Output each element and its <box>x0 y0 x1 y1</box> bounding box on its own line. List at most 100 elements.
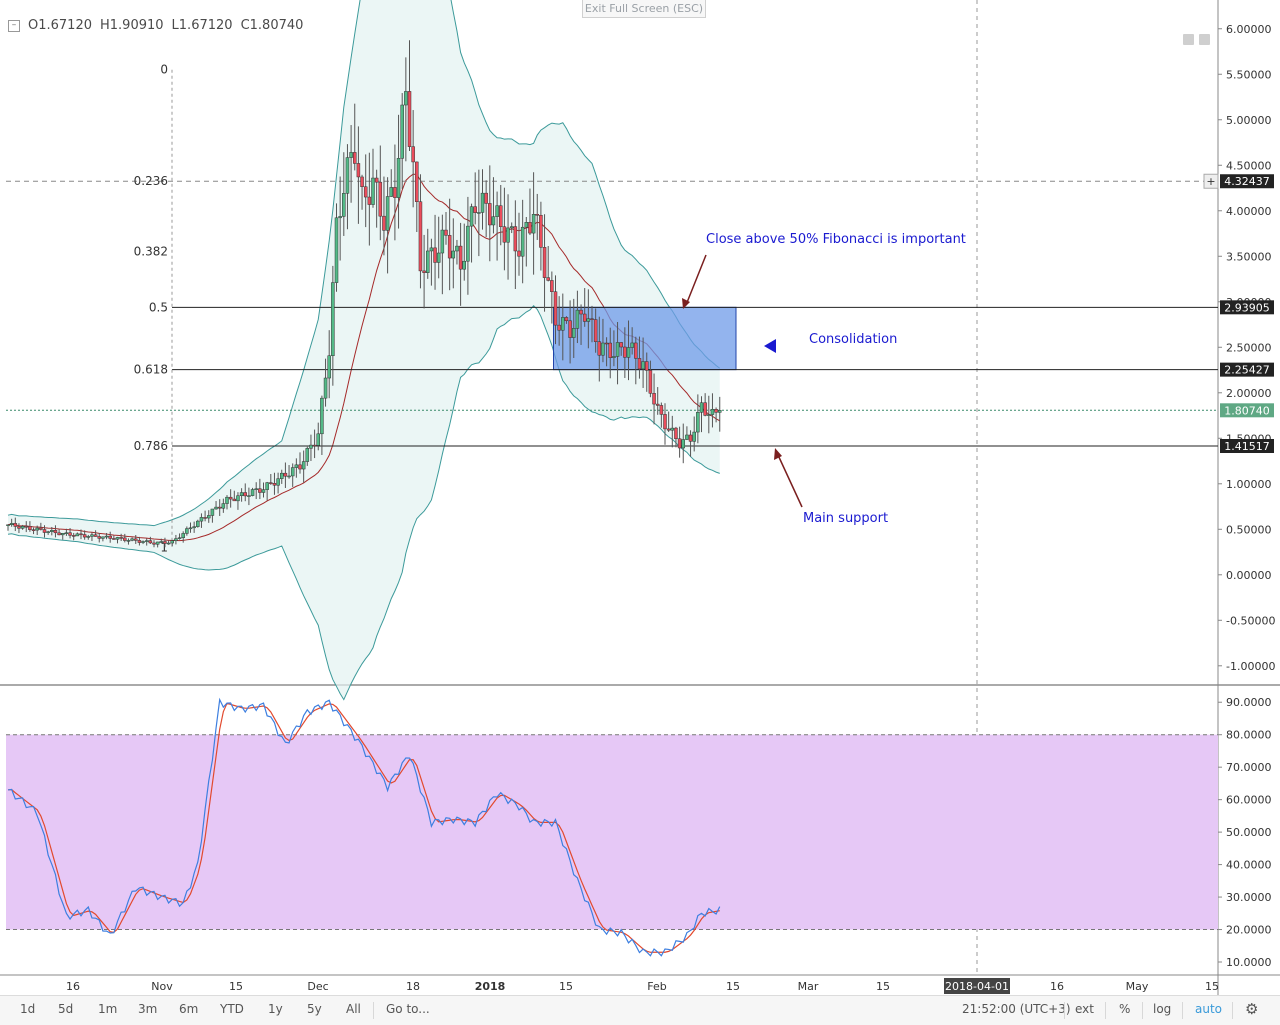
candle-body <box>323 377 328 399</box>
candle-body <box>217 506 222 509</box>
auto-toggle[interactable]: auto <box>1195 1002 1223 1016</box>
candle-body <box>641 361 645 370</box>
stochastic-d-line <box>7 702 720 953</box>
candle-body <box>101 536 105 539</box>
range-1y-button[interactable]: 1y <box>268 1002 283 1016</box>
candle-body <box>652 393 656 405</box>
candle-body <box>276 478 280 486</box>
price-tick-label: 0.50000 <box>1226 523 1272 536</box>
range-5y-button[interactable]: 5y <box>307 1002 322 1016</box>
price-tick-label: 3.50000 <box>1226 250 1272 263</box>
candle-body <box>309 444 313 449</box>
candle-body <box>389 187 393 197</box>
candle-body <box>258 488 262 493</box>
candle-body <box>385 196 390 231</box>
candle-body <box>31 529 36 531</box>
gear-icon[interactable]: ⚙ <box>1245 1000 1259 1018</box>
candle-body <box>331 282 335 356</box>
candle-body <box>491 216 496 226</box>
candle-body <box>349 152 353 158</box>
fib-label: 0.5 <box>149 300 168 314</box>
candle-body <box>345 157 350 194</box>
range-6m-button[interactable]: 6m <box>179 1002 199 1016</box>
candle-body <box>520 226 525 257</box>
exit-fullscreen-button[interactable]: Exit Full Screen (ESC) <box>582 0 706 18</box>
candle-body <box>338 216 342 219</box>
candle-body <box>9 523 14 525</box>
stochastic-tick-label: 20.0000 <box>1226 924 1272 937</box>
time-tick-label: 15 <box>726 980 740 993</box>
log-toggle[interactable]: log <box>1153 1002 1172 1016</box>
time-tick-label: Nov <box>151 980 173 993</box>
time-tick-label: 16 <box>1050 980 1064 993</box>
candle-body <box>411 146 415 163</box>
price-tick-label: 4.00000 <box>1226 205 1272 218</box>
candle-body <box>707 414 711 416</box>
candle-body <box>17 526 21 529</box>
price-tick-label: 5.00000 <box>1226 114 1272 127</box>
pause-icon-2[interactable] <box>1199 34 1210 45</box>
ext-toggle[interactable]: ext <box>1075 1002 1094 1016</box>
price-tick-label: 1.00000 <box>1226 478 1272 491</box>
candle-body <box>363 186 368 198</box>
candle-body <box>203 517 207 519</box>
candle-body <box>634 342 638 359</box>
arrow-head-icon <box>774 448 782 460</box>
collapse-icon[interactable]: – <box>8 19 20 32</box>
price-tick-label: 0.00000 <box>1226 569 1272 582</box>
price-badge-label: 2.93905 <box>1224 301 1270 314</box>
time-tick-label: Dec <box>307 980 328 993</box>
range-3m-button[interactable]: 3m <box>138 1002 158 1016</box>
toolbar-divider <box>1105 1002 1106 1019</box>
candle-body <box>356 163 361 178</box>
candle-body <box>134 538 138 541</box>
time-tick-label: 15 <box>876 980 890 993</box>
fib-label: 0.618 <box>134 363 168 377</box>
candle-body <box>68 532 72 536</box>
candle-body <box>254 488 258 490</box>
candle-body <box>305 448 310 462</box>
candle-body <box>524 222 529 228</box>
candle-body <box>568 320 572 338</box>
candle-body <box>480 192 485 213</box>
candle-body <box>130 538 134 541</box>
pause-icon[interactable] <box>1183 34 1194 45</box>
candle-body <box>192 526 196 529</box>
candle-body <box>210 508 215 516</box>
candle-body <box>447 235 452 259</box>
chart-canvas[interactable]: 6.00000 5.50000 5.00000 4.50000 4.00000 3.500… <box>0 0 1280 995</box>
stochastic-tick-label: 60.0000 <box>1226 794 1272 807</box>
range-ytd-button[interactable]: YTD <box>220 1002 244 1016</box>
toolbar-divider <box>1142 1002 1143 1019</box>
range-all-button[interactable]: All <box>346 1002 361 1016</box>
bollinger-fill <box>8 0 720 700</box>
candle-body <box>579 309 583 315</box>
candle-body <box>615 342 620 357</box>
candle-body <box>188 527 193 530</box>
candle-body <box>28 526 32 530</box>
candle-body <box>112 538 116 540</box>
candle-body <box>645 361 649 371</box>
candle-body <box>327 355 331 379</box>
ohlc-low: L1.67120 <box>171 18 233 33</box>
consolidation-box <box>553 306 737 371</box>
time-tick-label: 15 <box>559 980 573 993</box>
ohlc-close: C1.80740 <box>240 18 304 33</box>
goto-button[interactable]: Go to... <box>386 1002 430 1016</box>
price-badge <box>1220 403 1274 418</box>
candle-body <box>170 540 174 544</box>
candle-body <box>685 434 689 440</box>
candle-body <box>623 346 627 358</box>
candle-body <box>608 342 612 358</box>
candle-body <box>228 496 233 500</box>
candle-body <box>593 319 598 342</box>
range-1d-button[interactable]: 1d <box>20 1002 36 1016</box>
candle-body <box>123 537 127 541</box>
range-1m-button[interactable]: 1m <box>98 1002 118 1016</box>
candle-body <box>13 523 18 527</box>
candle-body <box>677 438 682 449</box>
candle-body <box>214 506 218 510</box>
candle-body <box>517 250 521 257</box>
range-5d-button[interactable]: 5d <box>58 1002 74 1016</box>
percent-toggle[interactable]: % <box>1119 1002 1131 1016</box>
